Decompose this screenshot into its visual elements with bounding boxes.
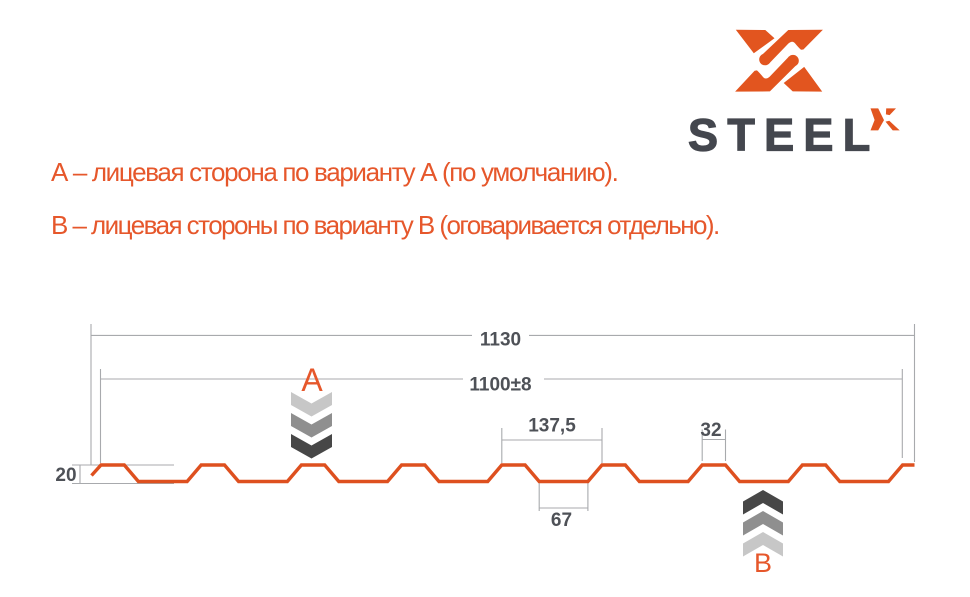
- svg-text:20: 20: [55, 465, 76, 486]
- svg-text:1130: 1130: [480, 330, 521, 351]
- svg-text:В: В: [754, 548, 772, 578]
- svg-text:1100±8: 1100±8: [469, 375, 531, 396]
- svg-text:32: 32: [700, 420, 721, 441]
- svg-text:STEEL: STEEL: [688, 110, 880, 161]
- svg-text:67: 67: [551, 510, 572, 531]
- svg-text:А: А: [301, 362, 323, 398]
- svg-text:137,5: 137,5: [528, 416, 576, 437]
